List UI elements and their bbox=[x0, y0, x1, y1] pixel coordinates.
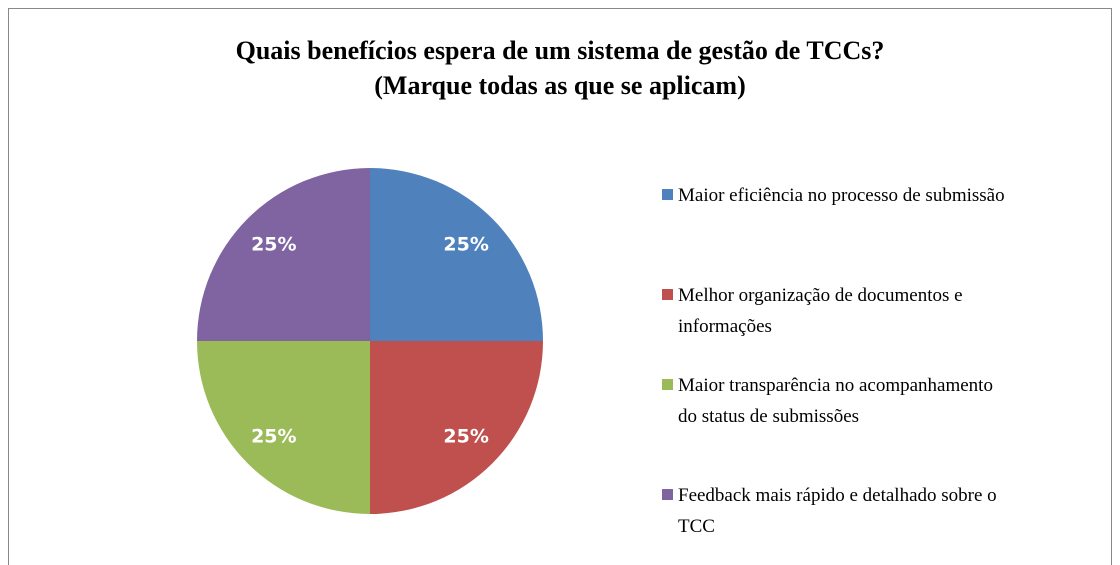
data-label: 25% bbox=[443, 426, 488, 448]
data-label: 25% bbox=[251, 426, 296, 448]
legend-swatch bbox=[662, 379, 673, 390]
legend-label: Maior eficiência no processo de submissã… bbox=[678, 185, 1005, 206]
chart-title: (Marque todas as que se aplicam) bbox=[374, 71, 746, 100]
legend-item: Feedback mais rápido e detalhado sobre o… bbox=[662, 480, 1007, 542]
chart-border bbox=[8, 8, 1112, 565]
legend-label: Feedback mais rápido e detalhado sobre o… bbox=[678, 485, 997, 537]
legend-label: Melhor organização de documentos e infor… bbox=[678, 285, 963, 337]
pie-slice bbox=[197, 168, 370, 341]
legend-label: Maior transparência no acompanhamento do… bbox=[678, 375, 993, 427]
pie-slice bbox=[197, 341, 370, 514]
pie-slice bbox=[370, 168, 543, 341]
legend-item: Melhor organização de documentos e infor… bbox=[662, 280, 1007, 342]
data-label: 25% bbox=[251, 233, 296, 255]
pie-slice bbox=[370, 341, 543, 514]
chart-title: Quais benefícios espera de um sistema de… bbox=[235, 36, 885, 65]
legend-item: Maior eficiência no processo de submissã… bbox=[662, 180, 1007, 211]
data-label: 25% bbox=[443, 233, 488, 255]
legend-swatch bbox=[662, 489, 673, 500]
legend-swatch bbox=[662, 189, 673, 200]
legend-item: Maior transparência no acompanhamento do… bbox=[662, 370, 1007, 432]
legend-swatch bbox=[662, 289, 673, 300]
